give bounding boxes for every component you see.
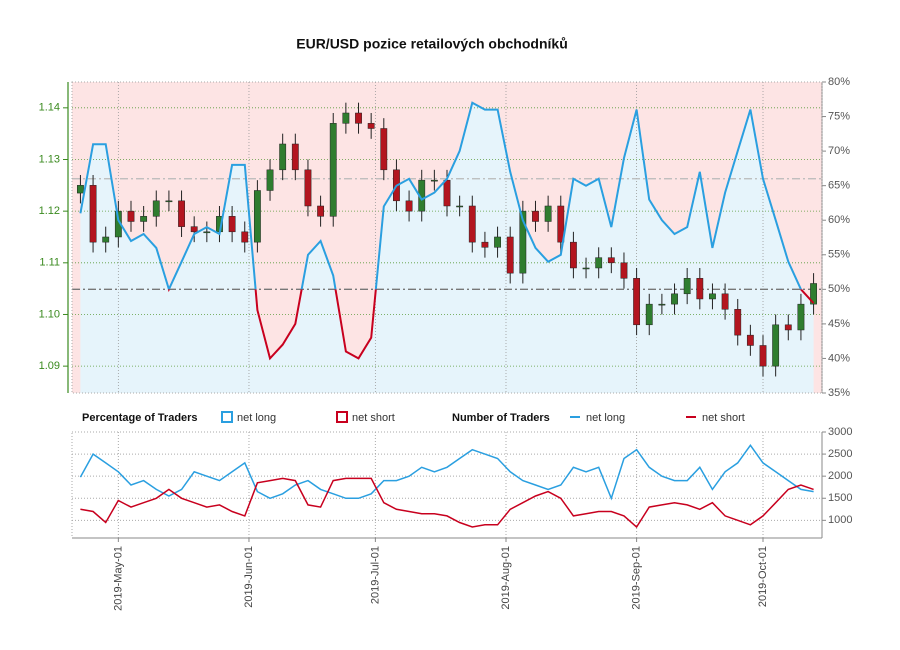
candle-body [683, 278, 691, 295]
y2-tick-label: 55% [828, 249, 850, 261]
candle-body [253, 190, 261, 243]
candle-body [380, 128, 388, 171]
y-tick-label: 3000 [828, 426, 852, 438]
candle-body [468, 205, 476, 243]
y-tick-label: 2000 [828, 470, 852, 482]
y2-tick-label: 45% [828, 318, 850, 330]
legend-label: net short [702, 412, 745, 424]
candle-body [607, 257, 615, 264]
y-tick-label: 1.10 [39, 308, 60, 320]
candle-body [127, 210, 135, 222]
y-tick-label: 1.11 [39, 257, 60, 269]
price-panel: 1.09 1.10 1.11 1.12 1.13 1.14 35% 40% 45% 50% 55% 6… [39, 76, 851, 424]
x-tick-label: 2019-Oct-01 [757, 546, 769, 607]
legend-swatch [336, 411, 348, 423]
candle-body [228, 216, 236, 233]
candle-body [165, 200, 173, 203]
y-tick-label: 1500 [828, 492, 852, 504]
candle-body [658, 303, 666, 306]
y2-tick-label: 50% [828, 283, 850, 295]
candle-body [645, 303, 653, 326]
candle-body [784, 324, 792, 331]
candle-body [355, 112, 362, 124]
y-tick-label: 1000 [828, 514, 852, 526]
candle-body [721, 293, 729, 310]
legend-title: Number of Traders [452, 412, 550, 424]
x-tick-label: 2019-Jul-01 [369, 546, 381, 604]
long-area [80, 102, 814, 393]
candle-body [203, 231, 211, 234]
candle-body [519, 210, 527, 274]
count-panel: net long net short Number of Traders 1000 15… [71, 412, 852, 611]
candle-body [544, 205, 552, 222]
candle-body [671, 293, 678, 305]
plot-frame [71, 81, 823, 394]
y2-tick-label: 75% [828, 110, 850, 122]
candle-body [190, 226, 198, 233]
candle-body [595, 257, 603, 269]
y-tick-label: 1.13 [39, 153, 60, 165]
y2-tick-label: 65% [828, 180, 850, 192]
candle-body [759, 345, 767, 367]
candle-body [443, 179, 451, 207]
candle-body [178, 200, 185, 227]
y-tick-label: 1.12 [39, 205, 60, 217]
candle-body [696, 278, 704, 300]
y-tick-label: 1.14 [39, 102, 60, 114]
candle-body [772, 324, 780, 367]
candle-body [494, 236, 501, 248]
candle-body [367, 123, 375, 129]
candle-body [734, 309, 742, 336]
candle-body [405, 200, 413, 212]
candle-body [569, 241, 577, 269]
candle-body [633, 278, 641, 326]
candle-body [430, 179, 438, 182]
y2-tick-label: 40% [828, 352, 850, 364]
candle-body [532, 210, 539, 222]
count-line [79, 444, 814, 501]
candle-body [89, 185, 97, 243]
y2-tick-label: 35% [828, 387, 850, 399]
y2-tick-label: 70% [828, 145, 850, 157]
candle-body [810, 283, 817, 305]
y2-tick-label: 60% [828, 214, 850, 226]
candle-body [797, 303, 805, 331]
candle-body [317, 205, 325, 217]
x-tick-label: 2019-Aug-01 [500, 546, 512, 610]
legend-label: net long [237, 412, 276, 424]
legend-label: net short [352, 412, 395, 424]
candle-body [481, 241, 489, 248]
candle-body [557, 205, 565, 243]
candle-body [279, 143, 287, 171]
count-line [80, 477, 814, 529]
legend-label: net long [586, 412, 625, 424]
y-tick-label: 1.09 [39, 360, 60, 372]
sentiment-line-long [79, 101, 803, 290]
x-tick-label: 2019-Jun-01 [243, 546, 255, 608]
chart-title: EUR/USD pozice retailových obchodníků [296, 36, 568, 52]
legend-swatch [221, 411, 233, 423]
candle-body [582, 267, 590, 270]
candle-body [77, 185, 84, 194]
candle-body [304, 169, 312, 207]
candle-body [709, 293, 716, 300]
candle-body [140, 216, 148, 222]
candle-body [241, 231, 249, 243]
candle-body [506, 236, 514, 274]
x-tick-label: 2019-May-01 [112, 546, 124, 611]
candle-body [152, 200, 160, 217]
y-tick-label: 2500 [828, 448, 852, 460]
candle-body [329, 123, 337, 217]
candle-body [102, 236, 110, 243]
candle-body [291, 143, 299, 171]
candle-body [620, 262, 628, 279]
legend-title: Percentage of Traders [82, 412, 198, 424]
candle-body [342, 112, 350, 124]
candle-body [266, 169, 274, 191]
y2-tick-label: 80% [828, 76, 850, 88]
x-tick-label: 2019-Sep-01 [631, 546, 643, 610]
candle-body [746, 334, 754, 346]
candle-body [456, 205, 464, 208]
